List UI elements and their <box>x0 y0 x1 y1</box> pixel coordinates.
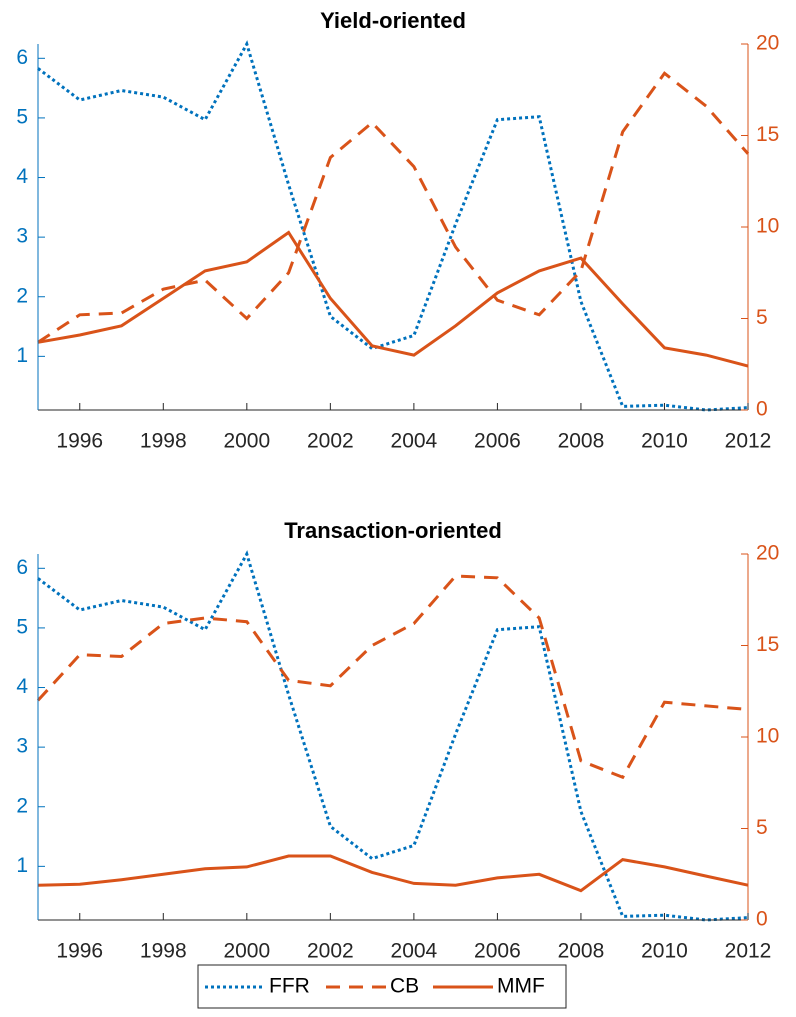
y-tick-label: 1 <box>16 854 28 877</box>
y2-tick-label: 5 <box>756 816 768 839</box>
x-tick-label: 1996 <box>56 430 103 453</box>
y-tick-label: 6 <box>16 556 28 579</box>
y2-tick-label: 0 <box>756 398 768 421</box>
y-tick-label: 2 <box>16 284 28 307</box>
y-tick-label: 4 <box>16 165 28 188</box>
x-tick-label: 2004 <box>391 940 438 963</box>
x-tick-label: 2002 <box>307 940 354 963</box>
chart-title: Transaction-oriented <box>284 518 502 543</box>
y2-tick-label: 0 <box>756 908 768 931</box>
x-tick-label: 2008 <box>558 430 605 453</box>
series-line <box>37 71 750 344</box>
x-tick-label: 2008 <box>558 940 605 963</box>
y-tick-label: 4 <box>16 675 28 698</box>
y2-tick-label: 10 <box>756 215 779 238</box>
y2-tick-label: 20 <box>756 32 779 55</box>
x-tick-label: 2004 <box>391 430 438 453</box>
y2-tick-label: 10 <box>756 725 779 748</box>
x-tick-label: 1998 <box>140 940 187 963</box>
y2-tick-label: 20 <box>756 542 779 565</box>
series-line <box>36 574 749 780</box>
x-tick-label: 1996 <box>56 940 103 963</box>
y-tick-label: 3 <box>16 225 28 248</box>
x-tick-label: 2002 <box>307 430 354 453</box>
legend-label: MMF <box>497 975 545 998</box>
x-tick-label: 2010 <box>641 430 688 453</box>
y-tick-label: 5 <box>16 615 28 638</box>
series-line <box>37 40 749 412</box>
y-tick-label: 1 <box>16 344 28 367</box>
x-tick-label: 2006 <box>474 940 521 963</box>
y2-tick-label: 15 <box>756 633 779 656</box>
legend-label: FFR <box>269 975 310 998</box>
x-tick-label: 2000 <box>223 430 270 453</box>
series-line <box>37 550 749 922</box>
y-tick-label: 5 <box>16 105 28 128</box>
x-tick-label: 2012 <box>725 430 772 453</box>
y2-tick-label: 5 <box>756 306 768 329</box>
y-tick-label: 2 <box>16 794 28 817</box>
x-tick-label: 1998 <box>140 430 187 453</box>
series-line <box>37 854 749 893</box>
x-tick-label: 2000 <box>223 940 270 963</box>
chart-title: Yield-oriented <box>320 8 466 33</box>
y-tick-label: 3 <box>16 735 28 758</box>
legend-label: CB <box>390 975 419 998</box>
x-tick-label: 2010 <box>641 940 688 963</box>
x-tick-label: 2012 <box>725 940 772 963</box>
x-tick-label: 2006 <box>474 430 521 453</box>
y2-tick-label: 15 <box>756 123 779 146</box>
y-tick-label: 6 <box>16 46 28 69</box>
series-line <box>37 230 749 368</box>
legend: FFR CB MMF <box>197 964 567 1009</box>
